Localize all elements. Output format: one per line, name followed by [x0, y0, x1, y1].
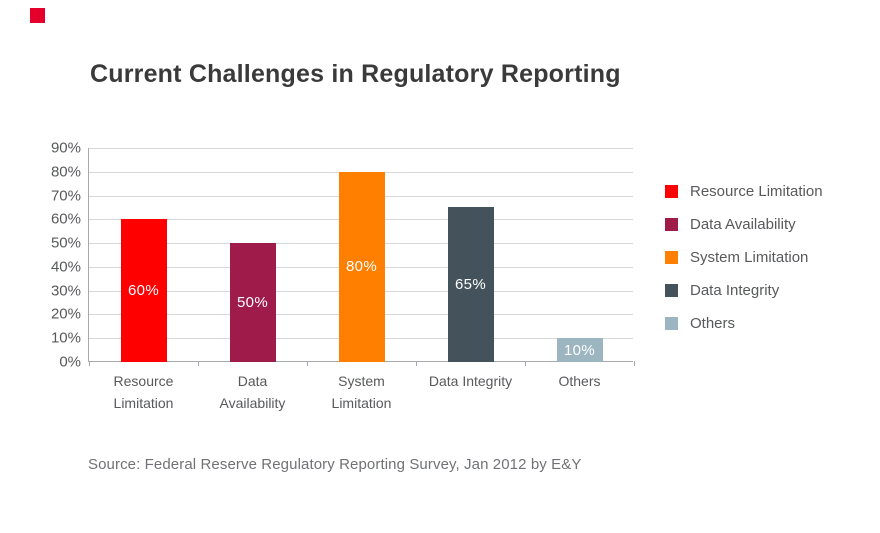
legend-label: Data Availability — [690, 216, 796, 233]
bar-value-label: 65% — [455, 276, 486, 294]
x-axis-tick — [524, 361, 526, 366]
y-axis-tick-label: 40% — [50, 258, 81, 276]
legend-item: Data Availability — [665, 216, 823, 233]
x-axis-tick — [633, 361, 635, 366]
y-axis-tick-label: 30% — [50, 282, 81, 300]
x-axis-tick — [415, 361, 417, 366]
x-axis-category-label: Data Integrity — [428, 373, 513, 389]
y-axis-tick-label: 70% — [50, 187, 81, 205]
brand-mark-square — [30, 8, 45, 23]
legend-item: Data Integrity — [665, 282, 823, 299]
legend-label: System Limitation — [690, 249, 809, 266]
bar-value-label: 80% — [346, 258, 377, 276]
y-axis-tick-label: 0% — [59, 353, 81, 371]
y-axis-tick-label: 10% — [50, 329, 81, 347]
bar-value-label: 60% — [128, 282, 159, 300]
x-axis-category-label: Others — [558, 373, 601, 389]
x-axis-category-label: System Limitation — [331, 373, 392, 411]
bar: 60% — [120, 219, 167, 362]
y-axis-tick-label: 20% — [50, 305, 81, 323]
page-title: Current Challenges in Regulatory Reporti… — [90, 60, 621, 88]
bar: 65% — [447, 207, 494, 362]
y-axis-tick-label: 80% — [50, 163, 81, 181]
bar-value-label: 50% — [237, 294, 268, 312]
legend-swatch — [665, 185, 678, 198]
bar-value-label: 10% — [564, 341, 595, 359]
grid-line — [89, 148, 633, 149]
legend-label: Resource Limitation — [690, 183, 823, 200]
legend-swatch — [665, 284, 678, 297]
legend-swatch — [665, 317, 678, 330]
x-axis-category-label: Data Availability — [219, 373, 286, 411]
legend-label: Data Integrity — [690, 282, 780, 299]
x-axis-tick — [88, 361, 90, 366]
legend-swatch — [665, 251, 678, 264]
y-axis-tick-label: 50% — [50, 234, 81, 252]
x-axis-tick — [306, 361, 308, 366]
bar-chart-plot-area: 0% 10% 20% 30% 40% 50% 60% 70% 80% 90% 60% 50% 80% 65… — [51, 140, 635, 411]
bar: 10% — [556, 338, 603, 362]
legend-label: Others — [690, 315, 736, 332]
x-axis-tick — [197, 361, 199, 366]
y-axis-tick-label: 90% — [50, 139, 81, 157]
legend-swatch — [665, 218, 678, 231]
source-note: Source: Federal Reserve Regulatory Repor… — [88, 456, 582, 473]
bar: 50% — [229, 243, 276, 362]
legend-item: System Limitation — [665, 249, 823, 266]
legend-item: Resource Limitation — [665, 183, 823, 200]
y-axis-tick-label: 60% — [50, 210, 81, 228]
x-axis-category-label: Resource Limitation — [113, 373, 174, 411]
legend-item: Others — [665, 315, 823, 332]
bar: 80% — [338, 171, 385, 362]
chart-legend: Resource Limitation Data Availability Syst… — [665, 183, 823, 350]
